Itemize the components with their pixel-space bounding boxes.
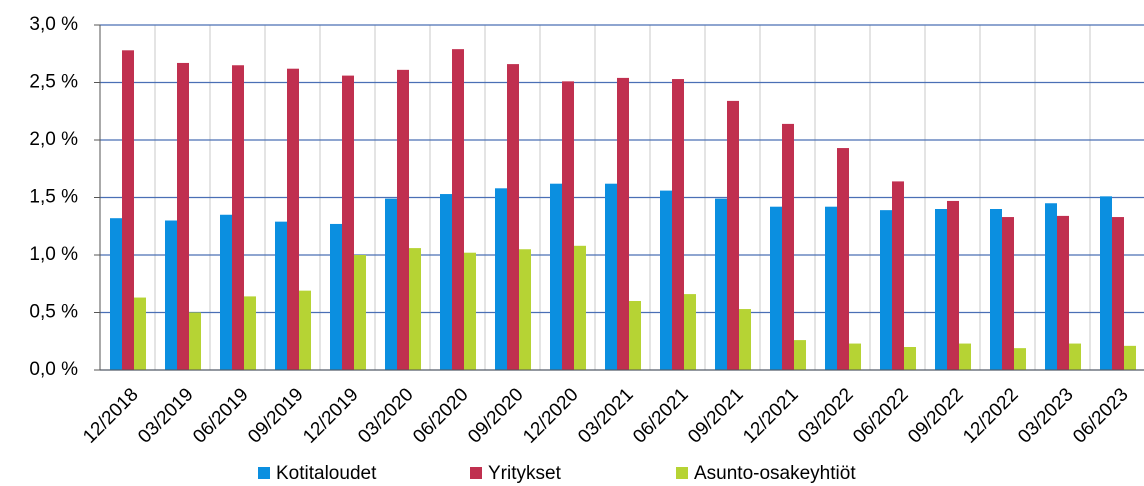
bar [220,214,232,370]
bar [452,49,464,371]
bar [495,188,507,370]
bar [354,255,366,370]
bar [837,148,849,370]
bar [959,343,971,370]
y-tick-label: 3,0 % [29,14,78,35]
bar [550,183,562,370]
x-tick-label: 06/2021 [629,384,692,447]
x-tick-label: 03/2021 [574,384,637,447]
x-tick-label: 12/2021 [739,384,802,447]
bar [684,294,696,370]
y-tick-label: 2,5 % [29,72,78,93]
bar [617,77,629,371]
bar [110,218,122,370]
x-tick-label: 03/2020 [354,384,417,447]
y-tick-label: 0,5 % [29,302,78,323]
bar [782,123,794,371]
bar [1045,203,1057,370]
bar [947,200,959,370]
bar [892,181,904,370]
bar [715,198,727,370]
x-tick-label: 09/2019 [244,384,307,447]
bar [605,183,617,370]
y-tick-label: 1,0 % [29,244,78,265]
y-tick-label: 2,0 % [29,129,78,150]
bar [1069,343,1081,370]
bar [794,340,806,370]
x-tick-label: 03/2023 [1014,384,1077,447]
bar [727,100,739,371]
bar [562,81,574,370]
bar [574,245,586,370]
bar [660,190,672,370]
bar [1112,217,1124,370]
bar [165,220,177,370]
bar [464,252,476,370]
bar [244,296,256,370]
legend-label: Asunto-osakeyhtiöt [694,463,856,484]
bar [440,194,452,370]
y-tick-label: 0,0 % [29,359,78,380]
bar [770,206,782,370]
bar [134,297,146,370]
x-tick-label: 06/2023 [1069,384,1132,447]
bar [739,309,751,370]
bar [189,312,201,370]
bar [507,64,519,370]
x-tick-label: 03/2019 [134,384,197,447]
legend-swatch [258,467,270,479]
bar [825,206,837,370]
bar [342,75,354,370]
bar [409,248,421,370]
bar [519,249,531,370]
bar [935,209,947,370]
bar [672,79,684,371]
bar [385,198,397,370]
x-tick-label: 06/2020 [409,384,472,447]
bar [299,290,311,370]
x-tick-label: 06/2019 [189,384,252,447]
bar [1124,345,1136,370]
bar [287,68,299,370]
bar [177,62,189,370]
bar [849,343,861,370]
bar [397,69,409,370]
bar [1014,348,1026,370]
bar [232,65,244,370]
legend-label: Yritykset [488,463,562,484]
x-tick-label: 09/2020 [464,384,527,447]
legend-swatch [676,467,688,479]
bar [629,301,641,370]
x-tick-label: 12/2020 [519,384,582,447]
bar [1057,215,1069,370]
bar [1100,196,1112,370]
bar [275,221,287,370]
legend-swatch [470,467,482,479]
bar [880,210,892,370]
bar [122,50,134,371]
x-tick-label: 09/2022 [904,384,967,447]
bar [330,223,342,370]
x-tick-label: 03/2022 [794,384,857,447]
x-tick-label: 09/2021 [684,384,747,447]
bar [990,209,1002,370]
y-tick-label: 1,5 % [29,187,78,208]
bar [904,347,916,370]
x-tick-label: 12/2019 [299,384,362,447]
bar [1002,217,1014,370]
x-tick-label: 12/2022 [959,384,1022,447]
legend-label: Kotitaloudet [276,463,377,484]
x-tick-label: 06/2022 [849,384,912,447]
x-tick-label: 12/2018 [79,384,142,447]
